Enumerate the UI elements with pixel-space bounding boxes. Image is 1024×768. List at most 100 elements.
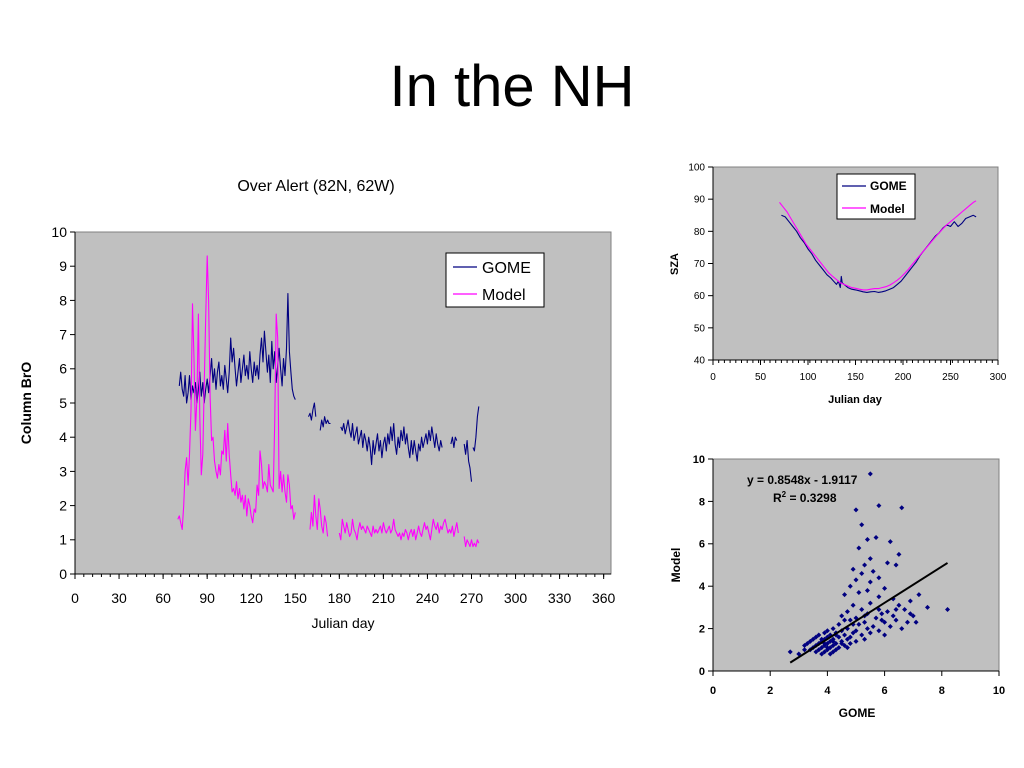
scatter-point (945, 607, 951, 613)
scatter-point (879, 617, 885, 623)
trendline (789, 562, 949, 664)
series-line-model (338, 518, 459, 541)
scatter-point (876, 628, 882, 634)
legend: GOME Model (836, 173, 916, 220)
scatter-point (862, 619, 868, 625)
scatter-point (916, 592, 922, 598)
scatter-point (847, 583, 853, 589)
y-tick-label: 5 (59, 395, 67, 411)
x-tick-label: 300 (990, 372, 1007, 383)
scatter-point (896, 602, 902, 608)
scatter-point (839, 613, 845, 619)
chart-title: Over Alert (82N, 62W) (237, 178, 394, 195)
y-tick-label: 50 (694, 323, 706, 334)
scatter-point (867, 600, 873, 606)
series-line-gome (307, 402, 317, 421)
y-tick-label: 10 (51, 224, 67, 240)
scatter-point (862, 562, 868, 568)
scatter-point (899, 626, 905, 632)
scatter-point (856, 590, 862, 596)
y-axis-label: Model (669, 548, 683, 583)
scatter-point (850, 602, 856, 608)
y-tick-label: 6 (59, 361, 67, 377)
x-tick-label: 180 (328, 590, 352, 606)
scatter-point (813, 649, 819, 655)
series-line-model (463, 536, 480, 548)
y-tick-label: 1 (59, 532, 67, 548)
scatter-point (842, 632, 848, 638)
scatter-point (867, 556, 873, 562)
scatter-point (925, 604, 930, 610)
legend-label-model: Model (482, 287, 526, 304)
y-tick-label: 3 (59, 463, 67, 479)
scatter-point (876, 575, 882, 581)
scatter-point (884, 609, 890, 615)
x-tick-label: 120 (240, 590, 264, 606)
scatter-point (876, 503, 882, 509)
scatter-point (853, 638, 859, 644)
axes-group: 0 30 60 90 120 150 180 210 240 270 300 330 360 0 1 2 3 4 5… (51, 224, 615, 606)
regression-equation: y = 0.8548x - 1.9117 (747, 473, 858, 487)
r-squared: R2 = 0.3298 (773, 490, 837, 505)
scatter-point (867, 471, 873, 477)
scatter-point (864, 626, 870, 632)
y-tick-label: 80 (694, 227, 706, 238)
y-tick-label: 70 (694, 259, 706, 270)
y-tick-label: 60 (694, 291, 706, 302)
scatter-point (907, 598, 913, 604)
series-line-model (309, 494, 329, 537)
scatter-point (870, 568, 876, 574)
scatter-point (839, 640, 845, 646)
scatter-point (899, 505, 905, 511)
x-tick-label: 360 (592, 590, 616, 606)
scatter-point (859, 522, 865, 528)
scatter-point (844, 645, 850, 651)
x-tick-label: 6 (882, 685, 888, 697)
scatter-point (876, 594, 882, 600)
scatter-point (856, 545, 862, 551)
scatter-point (830, 638, 836, 644)
scatter-point (904, 619, 910, 625)
legend-label-gome: GOME (482, 260, 531, 277)
slide-title: In the NH (389, 54, 635, 119)
x-tick-label: 150 (284, 590, 308, 606)
x-axis-label: GOME (839, 706, 876, 720)
r-squared-sup: 2 (782, 490, 787, 499)
series-line-gome (463, 440, 473, 482)
series-line-gome (319, 416, 331, 431)
x-tick-label: 210 (372, 590, 396, 606)
scatter-point (893, 607, 899, 613)
x-tick-label: 100 (800, 372, 817, 383)
scatter-point (853, 577, 859, 583)
points-group (787, 471, 951, 664)
y-tick-label: 9 (59, 258, 67, 274)
scatter-point (887, 623, 893, 629)
x-tick-label: 0 (710, 685, 716, 697)
scatter-point (847, 617, 853, 623)
scatter-point (836, 621, 842, 627)
scatter-point (864, 537, 870, 543)
x-tick-label: 2 (767, 685, 773, 697)
x-tick-label: 330 (548, 590, 572, 606)
y-tick-label: 2 (699, 623, 705, 635)
scatter-point (884, 560, 890, 566)
plot-area (712, 458, 1000, 672)
scatter-point (913, 619, 919, 625)
x-tick-label: 50 (755, 372, 767, 383)
x-tick-label: 270 (460, 590, 484, 606)
scatter-point (879, 611, 885, 617)
x-axis-label: Julian day (311, 615, 374, 631)
scatter-point (867, 579, 873, 585)
x-tick-label: 4 (824, 685, 831, 697)
scatter-point (819, 651, 825, 657)
x-tick-label: 150 (847, 372, 864, 383)
scatter-point (870, 623, 876, 629)
y-axis-label: SZA (669, 253, 681, 275)
scatter-point (859, 632, 865, 638)
series-line-model (177, 255, 296, 531)
y-tick-label: 8 (59, 292, 67, 308)
scatter-point (847, 640, 853, 646)
scatter-point (890, 613, 896, 619)
